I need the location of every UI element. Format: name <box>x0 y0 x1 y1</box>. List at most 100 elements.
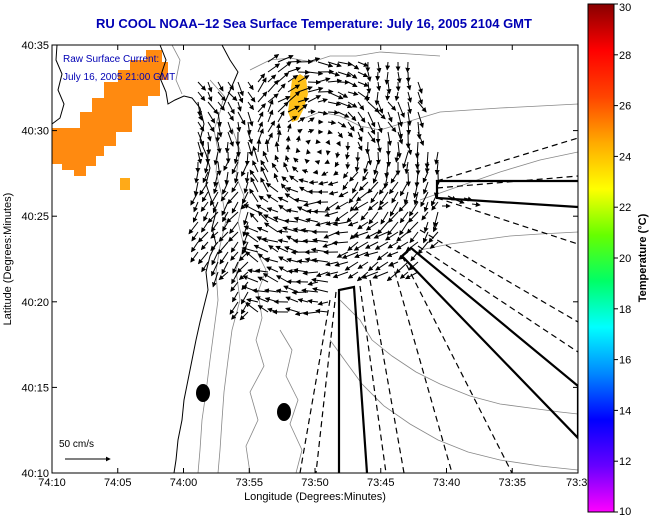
sst-patch-offshore <box>288 74 308 122</box>
y-tick-label: 40:20 <box>21 297 49 309</box>
current-vector <box>307 95 322 103</box>
current-vector <box>318 180 329 186</box>
current-vector <box>297 75 310 83</box>
station-marker <box>277 403 291 421</box>
current-vector <box>287 91 301 103</box>
current-vector <box>384 161 390 179</box>
current-vector <box>347 121 355 132</box>
current-vector <box>417 111 424 129</box>
map-title: RU COOL NOAA–12 Sea Surface Temperature:… <box>96 16 532 31</box>
current-vector <box>377 101 384 114</box>
current-vector <box>324 159 330 164</box>
current-vector <box>275 288 289 294</box>
current-vector <box>257 111 264 123</box>
current-vector <box>277 83 286 93</box>
current-vector <box>267 120 276 133</box>
current-vector <box>406 221 419 234</box>
current-vector <box>421 211 429 221</box>
current-vector <box>197 91 206 102</box>
current-vector <box>387 221 399 236</box>
current-vector <box>221 261 229 275</box>
current-vector <box>253 244 269 253</box>
current-vector <box>228 231 239 242</box>
current-vector <box>353 241 369 251</box>
current-vector <box>406 111 412 127</box>
current-vector <box>201 191 209 203</box>
current-vector <box>244 171 250 184</box>
current-vector <box>243 204 259 213</box>
current-vector <box>210 221 219 233</box>
current-vector <box>249 188 259 203</box>
current-vector <box>207 121 215 133</box>
current-vector <box>363 161 369 174</box>
colorbar-tick-label: 26 <box>619 101 631 113</box>
current-vector <box>197 251 209 265</box>
current-vector <box>399 211 409 224</box>
current-vector <box>193 181 199 197</box>
current-vector <box>283 218 299 224</box>
current-vector <box>262 150 269 163</box>
current-vector <box>402 151 409 169</box>
current-vector <box>412 181 419 199</box>
current-vector <box>376 141 382 153</box>
current-vector <box>334 261 349 267</box>
current-vector <box>327 181 339 187</box>
current-vector <box>224 171 230 186</box>
current-vector <box>197 121 205 132</box>
current-vector <box>241 161 249 177</box>
current-vector <box>408 261 419 271</box>
current-vector <box>274 141 280 153</box>
current-vector <box>414 151 420 170</box>
current-vector <box>373 231 389 239</box>
current-vector <box>389 181 399 195</box>
current-vector <box>297 117 306 123</box>
x-tick-label: 73:35 <box>498 477 526 489</box>
current-vector <box>243 225 259 233</box>
current-vector <box>386 151 392 168</box>
current-vector <box>424 151 430 169</box>
current-vector <box>235 141 241 158</box>
current-vector <box>287 105 300 113</box>
current-vector <box>434 151 440 165</box>
current-vector <box>267 54 280 63</box>
current-vector <box>372 171 379 184</box>
current-vector <box>277 110 285 123</box>
current-vector <box>197 131 205 147</box>
current-vector <box>240 291 249 305</box>
x-tick-label: 73:50 <box>301 477 329 489</box>
current-vector <box>377 221 389 235</box>
current-vector <box>314 160 321 165</box>
current-vector <box>378 181 389 195</box>
x-axis: 74:10 74:05 74:00 73:55 73:50 73:45 73:40 73:35… <box>38 45 587 489</box>
current-vector <box>276 129 282 143</box>
current-vector <box>227 91 238 102</box>
current-vector <box>308 179 319 185</box>
current-vector <box>287 115 298 123</box>
current-vector <box>370 191 379 204</box>
current-vector <box>386 81 392 95</box>
current-vector <box>357 121 364 133</box>
current-vector <box>376 251 389 261</box>
current-vector <box>396 71 402 84</box>
y-axis-label: Latitude (Degrees:Minutes) <box>2 193 14 326</box>
current-vector <box>264 257 279 263</box>
current-vector <box>257 77 267 93</box>
current-vector <box>347 111 357 122</box>
current-vector <box>217 101 225 111</box>
current-vector <box>374 241 389 250</box>
current-vector <box>312 287 329 293</box>
colorbar-tick-label: 20 <box>619 253 631 265</box>
current-vector <box>317 89 334 95</box>
current-vector <box>265 182 279 193</box>
current-vector <box>207 111 216 124</box>
current-vector <box>337 101 353 109</box>
current-vector <box>409 231 419 244</box>
current-vector <box>337 71 352 78</box>
current-vector <box>471 201 481 207</box>
current-vector <box>357 131 363 142</box>
current-vector <box>407 101 412 115</box>
current-vector <box>307 298 319 304</box>
current-vector <box>188 221 199 235</box>
current-vector <box>260 166 269 183</box>
current-vector <box>267 63 281 73</box>
